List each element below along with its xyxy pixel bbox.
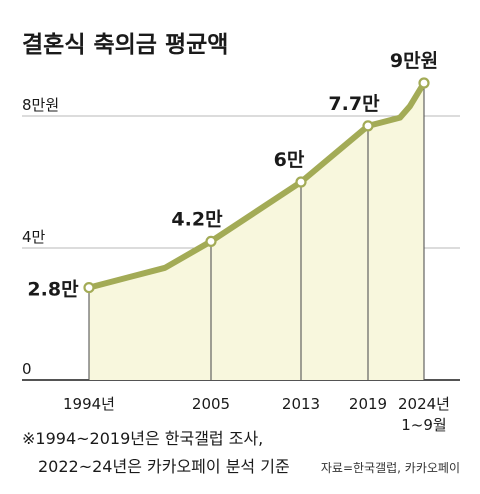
data-label-2019: 7.7만 <box>328 93 380 115</box>
x-tick-layer: 1994년 2005 2013 2019 2024년 1~9월 <box>63 395 450 434</box>
x-tick-label-2024: 2024년 <box>398 395 450 413</box>
data-point-2019 <box>362 120 374 132</box>
data-label-layer: 2.8만 4.2만 6만 7.7만 9만원 <box>27 50 438 301</box>
data-label-2013: 6만 <box>274 149 305 171</box>
y-tick-label-0: 0 <box>22 360 32 378</box>
source-note: 자료=한국갤럽, 카카오페이 <box>321 461 460 475</box>
data-point-2005 <box>205 235 217 247</box>
data-point-1994 <box>83 282 95 294</box>
note-line-1: ※1994~2019년은 한국갤럽 조사, <box>22 429 263 448</box>
data-label-2024: 9만원 <box>390 50 438 72</box>
area-layer <box>89 83 424 380</box>
chart-title: 결혼식 축의금 평균액 <box>22 32 228 58</box>
area-fill <box>89 83 424 380</box>
line-layer <box>86 80 427 291</box>
drop-line-layer <box>88 83 425 380</box>
data-point-2024 <box>418 77 430 89</box>
x-tick-label-1994: 1994년 <box>63 395 115 413</box>
x-tick-label-2019: 2019 <box>349 395 387 413</box>
marker-layer <box>83 77 430 294</box>
data-point-2013 <box>295 176 307 188</box>
x-tick-label-2005: 2005 <box>192 395 230 413</box>
y-tick-label-4: 4만 <box>22 228 46 246</box>
note-line-2: 2022~24년은 카카오페이 분석 기준 <box>38 457 290 476</box>
y-tick-layer: 0 4만 8만원 <box>22 96 59 378</box>
data-label-1994: 2.8만 <box>27 279 79 301</box>
x-tick-sublabel-2024: 1~9월 <box>401 416 446 434</box>
series-line <box>86 80 427 291</box>
x-tick-label-2013: 2013 <box>282 395 320 413</box>
data-label-2005: 4.2만 <box>171 208 223 230</box>
notes-layer: ※1994~2019년은 한국갤럽 조사, 2022~24년은 카카오페이 분석… <box>22 429 460 476</box>
y-tick-label-8: 8만원 <box>22 96 59 114</box>
